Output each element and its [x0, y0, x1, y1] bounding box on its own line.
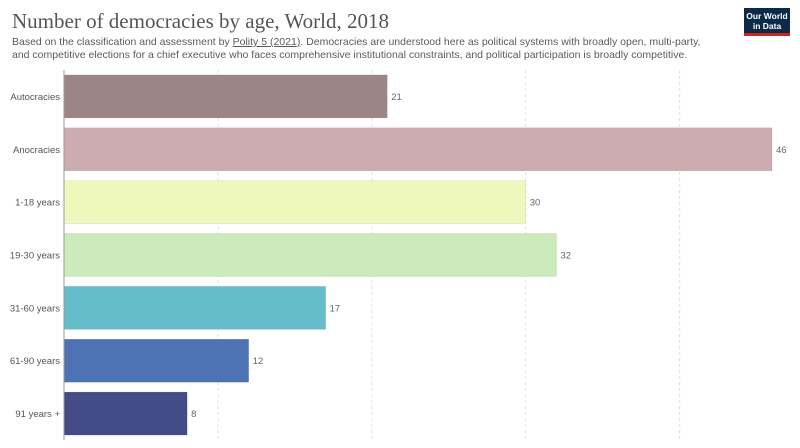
bar-anocracies[interactable]	[63, 127, 773, 172]
value-label: 17	[330, 303, 341, 314]
subtitle-text-after: . Democracies are understood here as pol…	[12, 36, 701, 61]
category-label: 31-60 years	[10, 303, 60, 314]
value-label: 30	[530, 198, 541, 209]
bar-autocracies[interactable]	[63, 74, 388, 119]
logo-line-1: Our World	[746, 11, 788, 21]
owid-logo[interactable]: Our World in Data	[744, 8, 790, 36]
category-label: 91 years +	[15, 409, 60, 420]
category-label: 19-30 years	[10, 251, 60, 262]
source-link[interactable]: Polity 5 (2021)	[232, 36, 301, 48]
bar-31-60-years[interactable]	[63, 286, 326, 330]
bar-19-30-years[interactable]	[63, 233, 557, 277]
chart-subtitle: Based on the classification and assessme…	[12, 36, 717, 62]
value-label: 21	[391, 92, 402, 103]
chart-title: Number of democracies by age, World, 201…	[12, 9, 389, 33]
value-label: 12	[253, 356, 264, 367]
category-label: Anocracies	[13, 145, 60, 156]
category-label: 61-90 years	[10, 356, 60, 367]
logo-line-2: in Data	[752, 20, 782, 31]
bar-61-90-years[interactable]	[63, 338, 249, 383]
bar-91-years[interactable]	[63, 391, 188, 436]
category-label: Autocracies	[10, 92, 60, 103]
category-label: 1-18 years	[15, 198, 60, 209]
value-label: 46	[776, 145, 787, 156]
value-label: 8	[191, 409, 196, 420]
value-label: 32	[561, 251, 572, 262]
subtitle-text-before: Based on the classification and assessme…	[12, 36, 233, 48]
bar-1-18-years[interactable]	[63, 180, 526, 224]
